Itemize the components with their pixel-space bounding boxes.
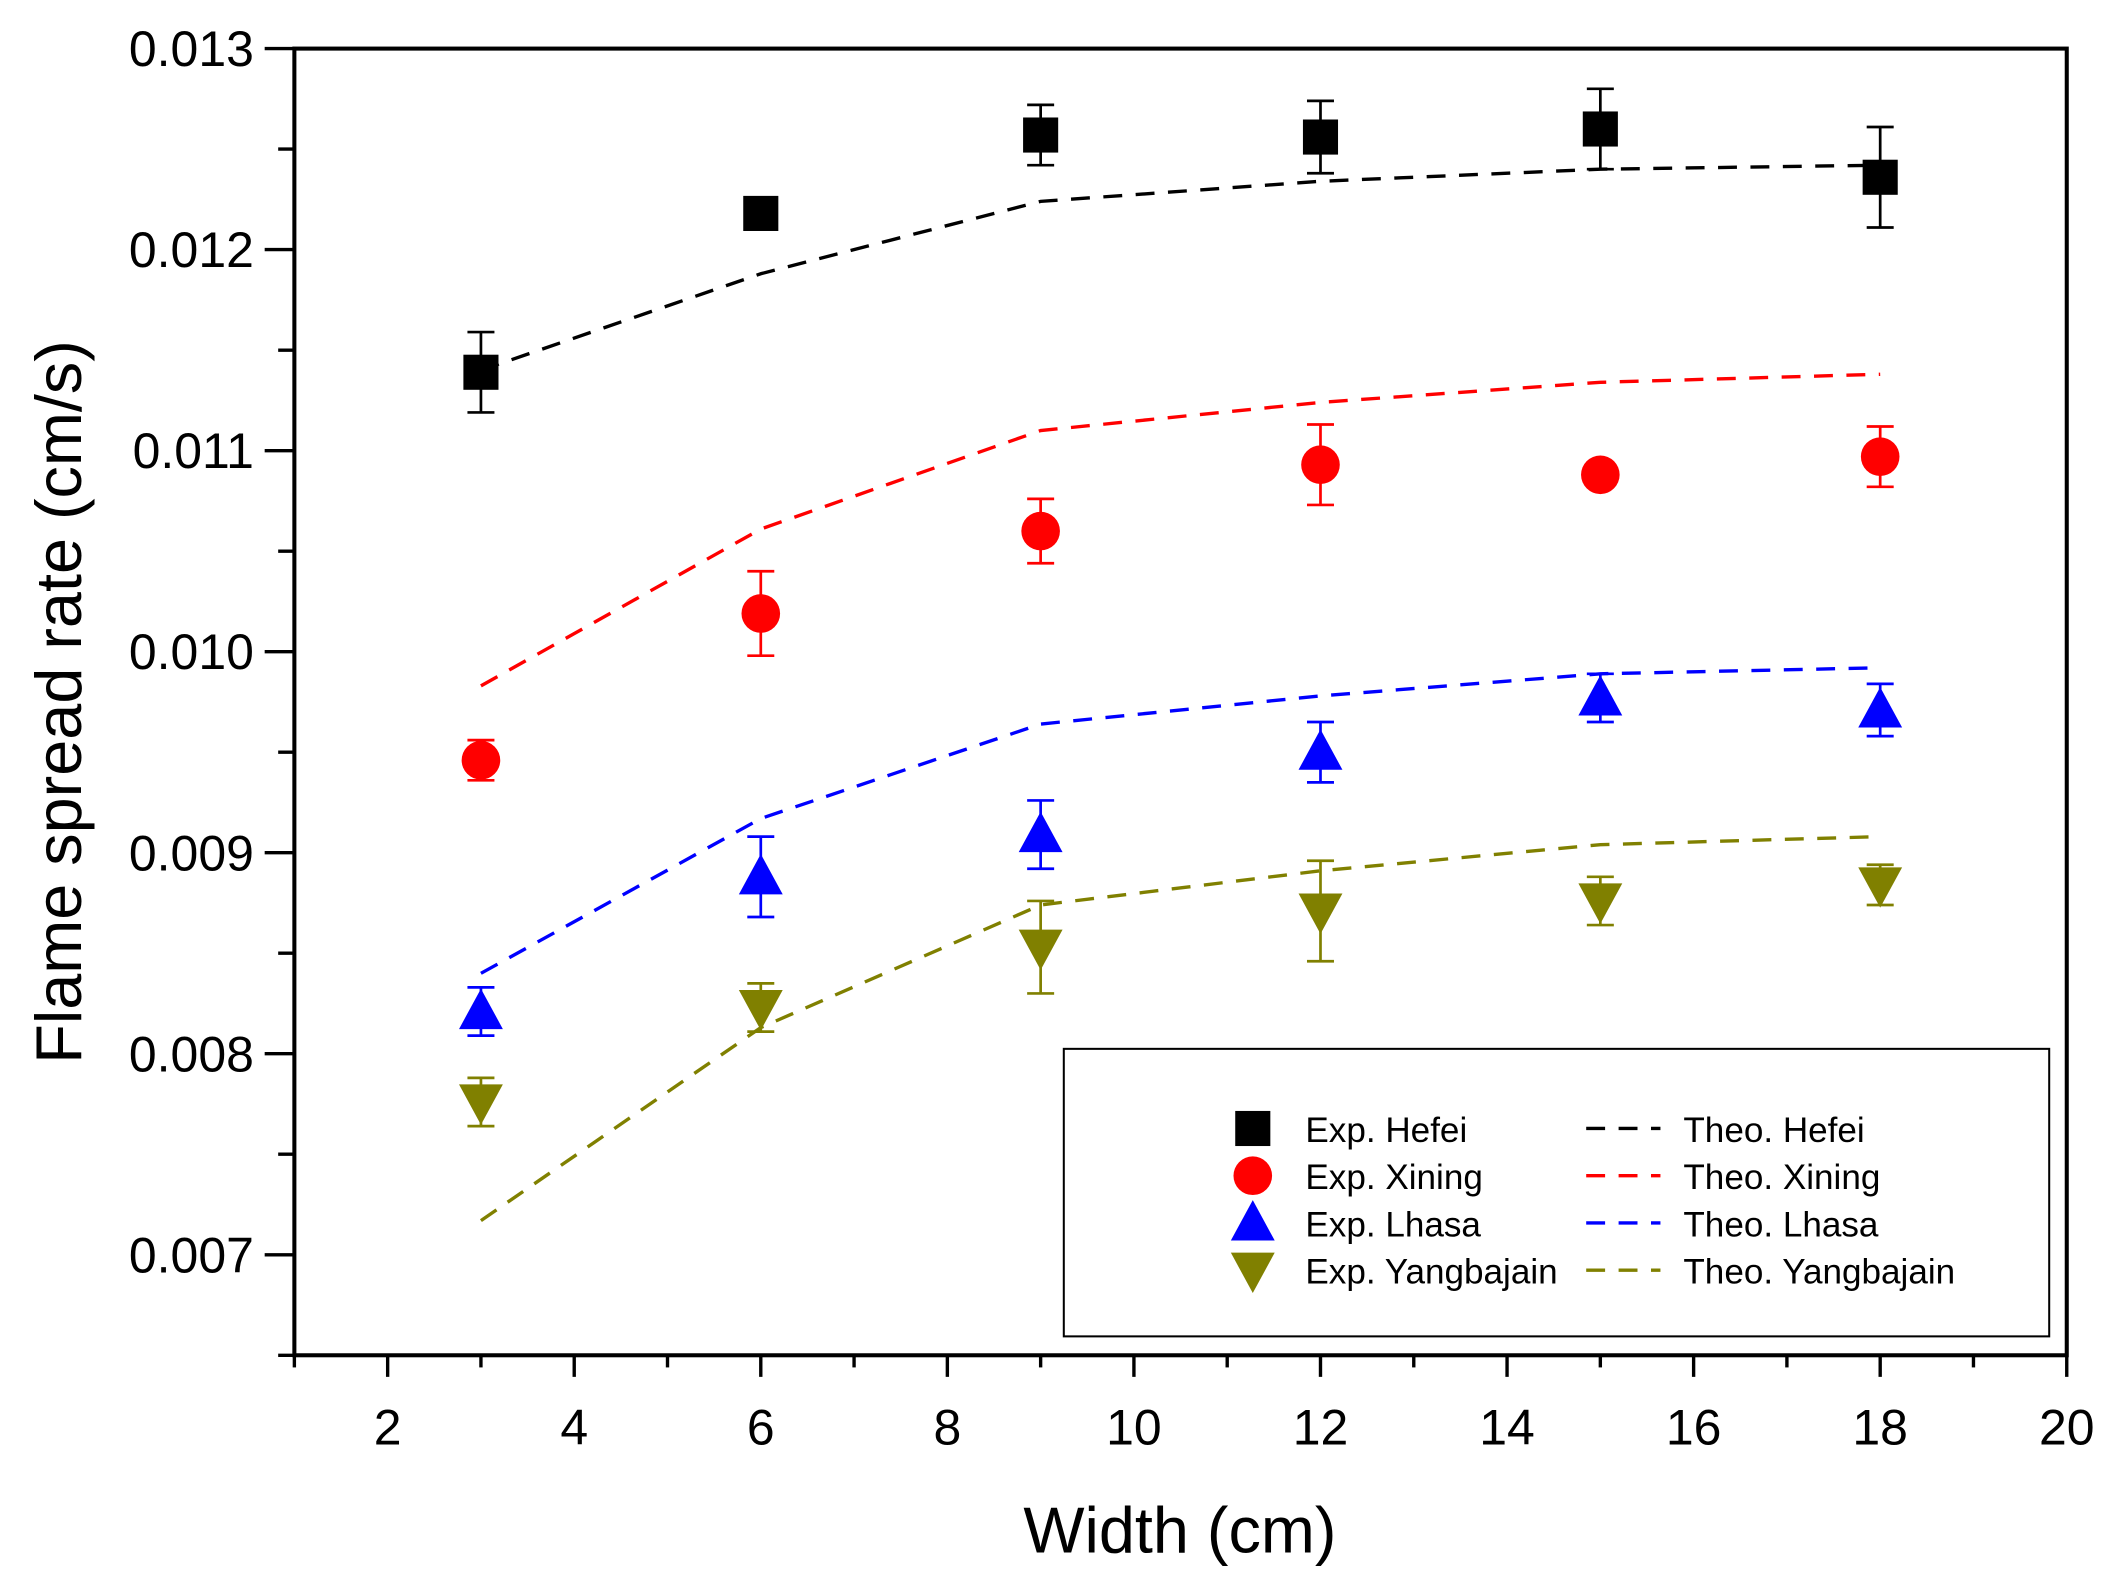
legend-label: Exp. Hefei [1305,1111,1467,1150]
legend-marker-exp-xining [1233,1156,1273,1196]
x-axis-title: Width (cm) [1023,1493,1336,1566]
exp-xining-point [1021,511,1060,551]
exp-hefei-point [743,195,779,231]
exp-lhasa-point [459,988,503,1030]
x-tick-label: 4 [560,1399,588,1455]
theo-lhasa-line [480,666,1881,975]
exp-hefei-point [1862,159,1898,195]
exp-xining-point [461,740,501,780]
exp-hefei-point [1302,119,1339,155]
exp-xining-point [741,594,781,633]
exp-lhasa-point [1858,687,1903,728]
legend-label: Theo. Hefei [1683,1111,1864,1150]
legend-marker-exp-lhasa [1230,1200,1275,1241]
x-tick-label: 16 [1666,1399,1722,1455]
y-tick-label: 0.007 [129,1227,254,1283]
exp-yangbajain-point [738,989,783,1031]
exp-yangbajain-point [1578,883,1623,924]
exp-lhasa-point [738,854,783,895]
x-tick-label: 2 [374,1399,402,1455]
y-tick-label: 0.013 [129,21,254,77]
exp-hefei-point [1023,117,1059,153]
legend: Exp. Hefei Exp. Xining Exp. Lhasa Exp. Yang… [1062,1047,2051,1338]
y-tick-label: 0.009 [129,825,254,881]
exp-hefei-point [1582,111,1618,147]
legend-label: Theo. Yangbajain [1683,1253,1955,1292]
exp-hefei-point [463,354,499,390]
exp-yangbajain-point [1018,929,1063,970]
x-tick-label: 18 [1852,1399,1908,1455]
exp-xining-point [1301,445,1340,485]
theo-hefei-line [480,163,1881,372]
exp-yangbajain-point [1298,893,1343,934]
legend-label: Theo. Lhasa [1683,1205,1879,1244]
exp-xining-point [1581,455,1620,495]
legend-box [1062,1047,2051,1338]
x-tick-label: 6 [747,1399,775,1455]
exp-lhasa-point [1018,811,1063,853]
exp-yangbajain-point [459,1084,503,1125]
exp-lhasa-point [1578,675,1623,716]
x-tick-label: 8 [933,1399,961,1455]
theo-yangbajain-line [479,834,1881,1222]
exp-lhasa-point [1298,729,1343,770]
y-tick-label: 0.011 [133,423,254,479]
y-tick-label: 0.010 [129,624,254,680]
legend-label: Exp. Xining [1305,1158,1482,1197]
y-axis-title: Flame spread rate (cm/s) [22,340,95,1064]
x-tick-label: 12 [1293,1399,1349,1455]
exp-xining-point [1860,437,1900,476]
y-tick-label: 0.008 [129,1026,254,1082]
plot-frame [292,46,2069,1358]
x-tick-label: 20 [2039,1399,2095,1455]
exp-yangbajain-point [1858,867,1903,908]
legend-label: Exp. Yangbajain [1305,1253,1557,1292]
legend-label: Theo. Xining [1683,1158,1880,1197]
theo-xining-line [480,372,1881,688]
x-tick-label: 14 [1479,1399,1535,1455]
legend-marker-exp-yangbajain [1230,1252,1275,1294]
legend-marker-exp-hefei [1235,1110,1271,1147]
legend-label: Exp. Lhasa [1305,1205,1481,1244]
y-tick-label: 0.012 [129,222,254,278]
x-tick-label: 10 [1106,1399,1162,1455]
